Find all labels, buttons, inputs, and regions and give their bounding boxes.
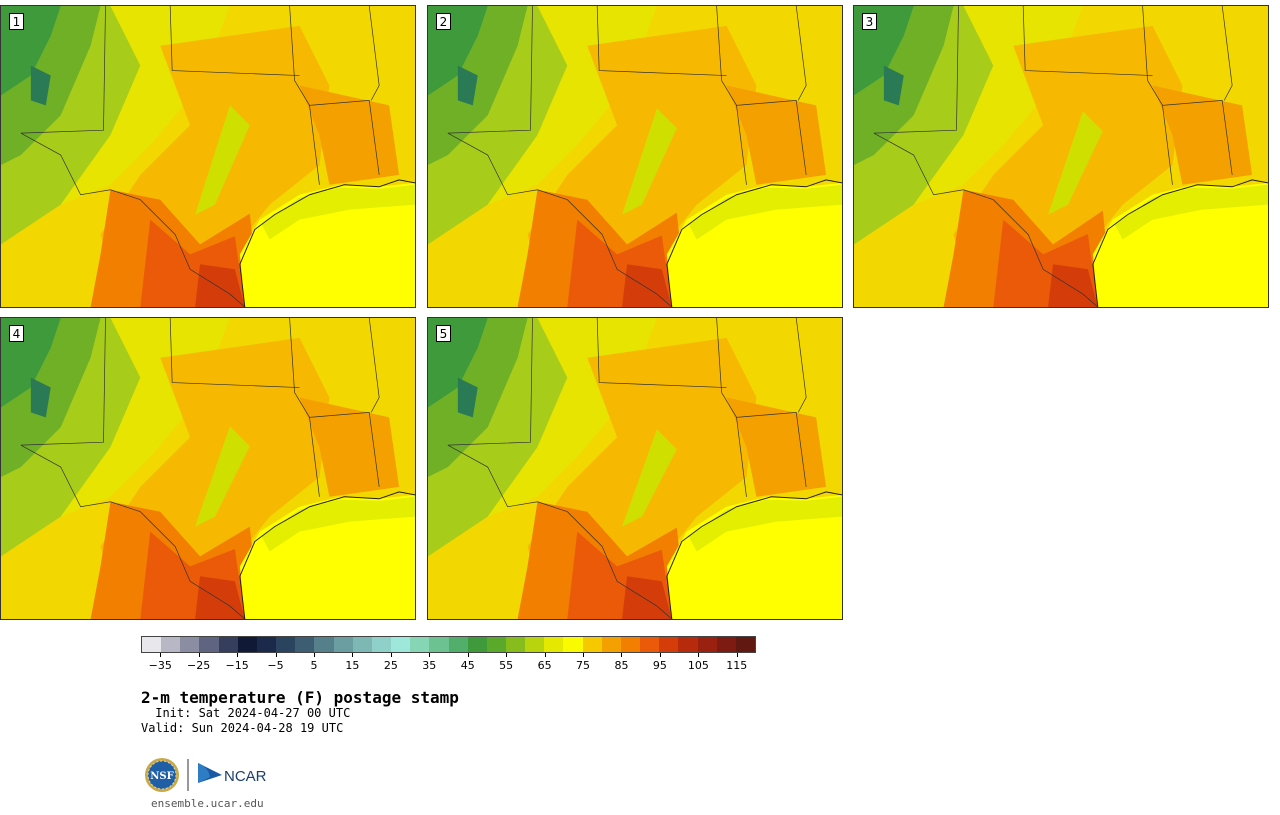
colorbar-segment <box>448 637 468 652</box>
colorbar-tick <box>390 653 392 657</box>
ncar-logo-icon: NCAR <box>198 763 267 785</box>
colorbar-tick <box>160 653 162 657</box>
colorbar-tick-label: 115 <box>726 659 748 672</box>
colorbar-segment <box>295 637 315 652</box>
colorbar-segment <box>620 637 641 652</box>
ncar-logo-text: NCAR <box>224 768 267 785</box>
postage-stamp-map-1: 1 <box>0 5 416 308</box>
colorbar-segment <box>218 637 238 652</box>
chart-title: 2-m temperature (F) postage stamp <box>141 688 459 707</box>
colorbar-tick-label: −5 <box>267 659 284 672</box>
colorbar-tick-label: 105 <box>687 659 709 672</box>
colorbar-ticks: −35 −25 −15 −5 5 15 25 35 45 55 65 75 85 95 105 115 <box>141 653 756 673</box>
colorbar-segment <box>161 637 181 652</box>
stamp-number-label: 2 <box>436 13 451 30</box>
colorbar-segment <box>410 637 430 652</box>
colorbar-tick <box>198 653 200 657</box>
colorbar-tick-label: −25 <box>187 659 211 672</box>
temperature-colorbar <box>141 636 756 653</box>
stamp-number-label: 4 <box>9 325 24 342</box>
colorbar-tick <box>313 653 315 657</box>
colorbar-segment <box>333 637 353 652</box>
valid-time: Valid: Sun 2024-04-28 19 UTC <box>141 721 344 735</box>
colorbar-tick-label: 85 <box>614 659 629 672</box>
colorbar-segment <box>180 637 200 652</box>
nsf-logo-text: NSF <box>150 771 173 782</box>
colorbar-segment <box>582 637 602 652</box>
colorbar-tick-label: −35 <box>148 659 172 672</box>
postage-stamp-map-2: 2 <box>427 5 843 308</box>
postage-stamp-map-3: 3 <box>853 5 1269 308</box>
stamp-number-label: 5 <box>436 325 451 342</box>
colorbar-segment <box>276 637 296 652</box>
init-time: Init: Sat 2024-04-27 00 UTC <box>148 706 351 720</box>
colorbar-tick-label: 5 <box>310 659 318 672</box>
colorbar-tick <box>736 653 738 657</box>
colorbar-tick <box>467 653 469 657</box>
colorbar-segment <box>544 637 564 652</box>
colorbar-tick <box>583 653 585 657</box>
colorbar-segment <box>237 637 257 652</box>
colorbar-segment <box>314 637 334 652</box>
colorbar-tick-label: 15 <box>345 659 360 672</box>
colorbar-tick <box>237 653 239 657</box>
colorbar-tick-label: −15 <box>225 659 249 672</box>
colorbar-segment <box>525 637 545 652</box>
colorbar-tick <box>506 653 508 657</box>
colorbar-segment <box>735 637 755 652</box>
colorbar-segment <box>256 637 277 652</box>
colorbar-segment <box>429 637 449 652</box>
colorbar-segment <box>371 637 392 652</box>
colorbar-segment <box>467 637 487 652</box>
colorbar-tick <box>352 653 354 657</box>
colorbar-tick <box>659 653 661 657</box>
colorbar-tick <box>544 653 546 657</box>
postage-stamp-map-5: 5 <box>427 317 843 620</box>
colorbar-segment <box>391 637 411 652</box>
colorbar-segment <box>697 637 717 652</box>
colorbar-segment <box>199 637 219 652</box>
colorbar-tick <box>429 653 431 657</box>
colorbar-segment <box>486 637 506 652</box>
colorbar-segment <box>678 637 698 652</box>
colorbar-segment <box>716 637 736 652</box>
colorbar-tick-label: 25 <box>383 659 398 672</box>
colorbar-tick <box>698 653 700 657</box>
colorbar-segment <box>601 637 621 652</box>
colorbar-tick-label: 95 <box>652 659 667 672</box>
colorbar-tick-label: 45 <box>460 659 475 672</box>
colorbar-segment <box>640 637 660 652</box>
nsf-logo-icon: NSF <box>145 758 179 792</box>
colorbar-tick <box>621 653 623 657</box>
logos: NSF NCAR <box>144 757 274 795</box>
postage-stamp-map-4: 4 <box>0 317 416 620</box>
colorbar-segment <box>505 637 526 652</box>
colorbar-segment <box>659 637 679 652</box>
colorbar-tick-label: 65 <box>537 659 552 672</box>
colorbar-tick-label: 75 <box>576 659 591 672</box>
stamp-number-label: 3 <box>862 13 877 30</box>
colorbar-segment <box>142 637 162 652</box>
colorbar-tick-label: 55 <box>499 659 514 672</box>
colorbar-segment <box>352 637 372 652</box>
stamp-number-label: 1 <box>9 13 24 30</box>
colorbar-tick <box>275 653 277 657</box>
site-url: ensemble.ucar.edu <box>151 797 264 810</box>
colorbar-tick-label: 35 <box>422 659 437 672</box>
colorbar-segment <box>563 637 583 652</box>
